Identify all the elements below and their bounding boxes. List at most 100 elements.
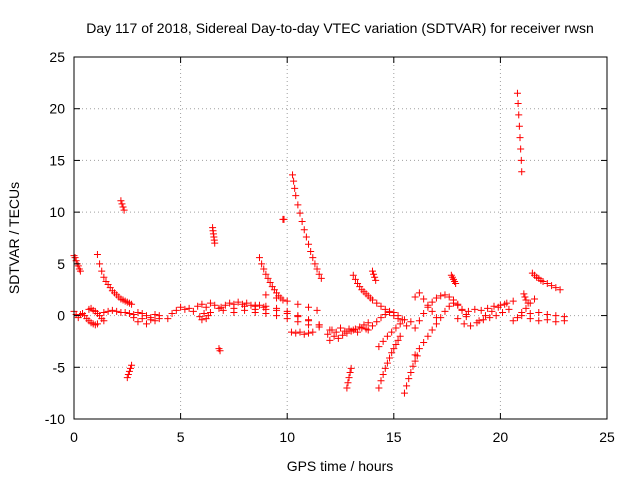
data-point (535, 317, 543, 325)
data-point (290, 177, 298, 185)
data-point (100, 317, 108, 325)
data-point (552, 318, 560, 326)
data-point (258, 260, 266, 268)
data-point (155, 312, 163, 320)
data-point (513, 314, 521, 322)
data-point (392, 341, 400, 349)
series-s09 (134, 308, 163, 322)
data-point (273, 312, 281, 320)
data-point (411, 293, 419, 301)
data-point (524, 299, 532, 307)
data-point (375, 343, 383, 351)
data-point (307, 247, 315, 255)
data-point (377, 377, 385, 385)
data-point (515, 111, 523, 119)
data-point (151, 311, 159, 319)
data-point (128, 300, 136, 308)
data-point (189, 307, 197, 315)
series-s30 (375, 316, 408, 351)
data-point (198, 300, 206, 308)
data-point (347, 364, 355, 372)
data-point (202, 303, 210, 311)
y-tick-label: 0 (57, 308, 65, 324)
y-tick-label: 15 (49, 152, 65, 168)
data-point (287, 328, 295, 336)
data-point (260, 265, 268, 273)
data-point (428, 298, 436, 306)
grid-layer (74, 57, 607, 419)
data-point (394, 336, 402, 344)
data-point (552, 284, 560, 292)
series-s13 (215, 345, 224, 355)
data-point (388, 349, 396, 357)
y-tick-label: 25 (49, 49, 65, 65)
data-point (255, 254, 263, 262)
data-point (126, 364, 134, 372)
data-point (289, 171, 297, 179)
data-point (400, 389, 408, 397)
data-point (138, 310, 146, 318)
data-point (428, 307, 436, 315)
data-point (230, 308, 238, 316)
data-point (100, 308, 108, 316)
data-point (291, 184, 299, 192)
data-point (535, 308, 543, 316)
series-s17 (251, 308, 323, 331)
data-point (337, 324, 344, 332)
data-point (371, 273, 379, 281)
data-point (344, 379, 352, 387)
data-point (241, 306, 249, 314)
data-point (403, 382, 411, 390)
data-point (315, 270, 323, 278)
data-point (531, 295, 539, 303)
data-point (221, 301, 229, 309)
data-point (118, 200, 126, 208)
data-point (294, 300, 302, 308)
data-point (377, 314, 385, 322)
data-point (273, 294, 281, 302)
data-point (445, 293, 453, 301)
data-point (283, 297, 291, 305)
data-point (441, 307, 449, 315)
data-point (420, 310, 428, 318)
data-point (368, 322, 376, 330)
series-s43 (526, 315, 568, 326)
series-s39 (513, 89, 526, 176)
data-point (409, 362, 417, 370)
y-axis-title: SDTVAR / TECUs (6, 182, 22, 294)
data-point (396, 320, 404, 328)
data-point (262, 310, 270, 318)
data-point (343, 384, 351, 392)
data-point (76, 267, 84, 275)
data-point (294, 201, 302, 209)
data-point (251, 308, 259, 316)
data-point (517, 156, 525, 164)
x-tick-label: 20 (493, 429, 509, 445)
series-s26 (349, 271, 402, 323)
data-point (386, 307, 394, 315)
data-point (515, 122, 523, 130)
data-point (125, 310, 133, 318)
data-point (481, 312, 489, 320)
data-point (522, 304, 530, 312)
data-point (415, 289, 423, 297)
data-point (460, 320, 468, 328)
data-point (381, 364, 389, 372)
data-point (486, 314, 494, 322)
data-point (454, 301, 462, 309)
data-point (309, 254, 317, 262)
data-point (471, 305, 479, 313)
data-point (216, 347, 224, 355)
data-point (403, 322, 411, 330)
data-point (370, 270, 378, 278)
data-point (392, 324, 400, 332)
x-tick-label: 15 (386, 429, 402, 445)
data-point (484, 304, 492, 312)
data-point (432, 314, 440, 322)
data-point (432, 294, 440, 302)
x-tick-label: 10 (279, 429, 295, 445)
data-point (548, 282, 556, 290)
data-point (100, 273, 108, 281)
data-point (492, 312, 500, 320)
